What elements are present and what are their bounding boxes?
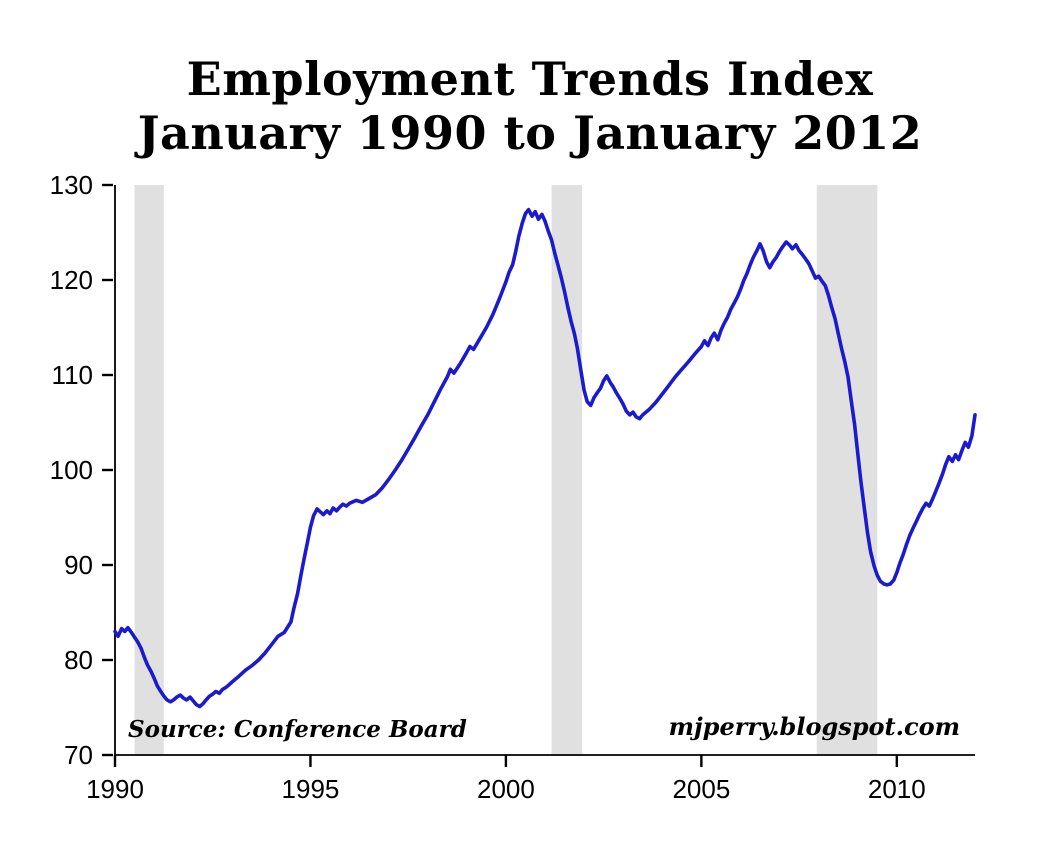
y-tick-label: 80 [64,645,93,675]
chart-title-line1: Employment Trends Index [186,52,874,106]
recession-band [816,185,878,755]
x-tick-label: 1995 [282,774,340,804]
chart-title: Employment Trends Index January 1990 to … [0,52,1060,161]
x-tick-label: 2010 [868,774,926,804]
y-tick-label: 90 [64,550,93,580]
x-tick-label: 2005 [672,774,730,804]
recession-band [134,185,164,755]
y-tick-label: 70 [64,740,93,770]
y-tick-label: 130 [50,170,93,200]
watermark-text: mjperry.blogspot.com [668,712,960,741]
chart-title-line2: January 1990 to January 2012 [137,106,923,161]
source-note: Source: Conference Board [128,716,467,743]
recession-band [551,185,583,755]
eti-line-series [113,207,977,709]
y-tick-label: 110 [52,360,93,390]
y-tick-label: 100 [50,455,93,485]
y-tick-label: 120 [50,265,93,295]
x-tick-label: 2000 [477,774,535,804]
x-tick-label: 1990 [86,774,144,804]
